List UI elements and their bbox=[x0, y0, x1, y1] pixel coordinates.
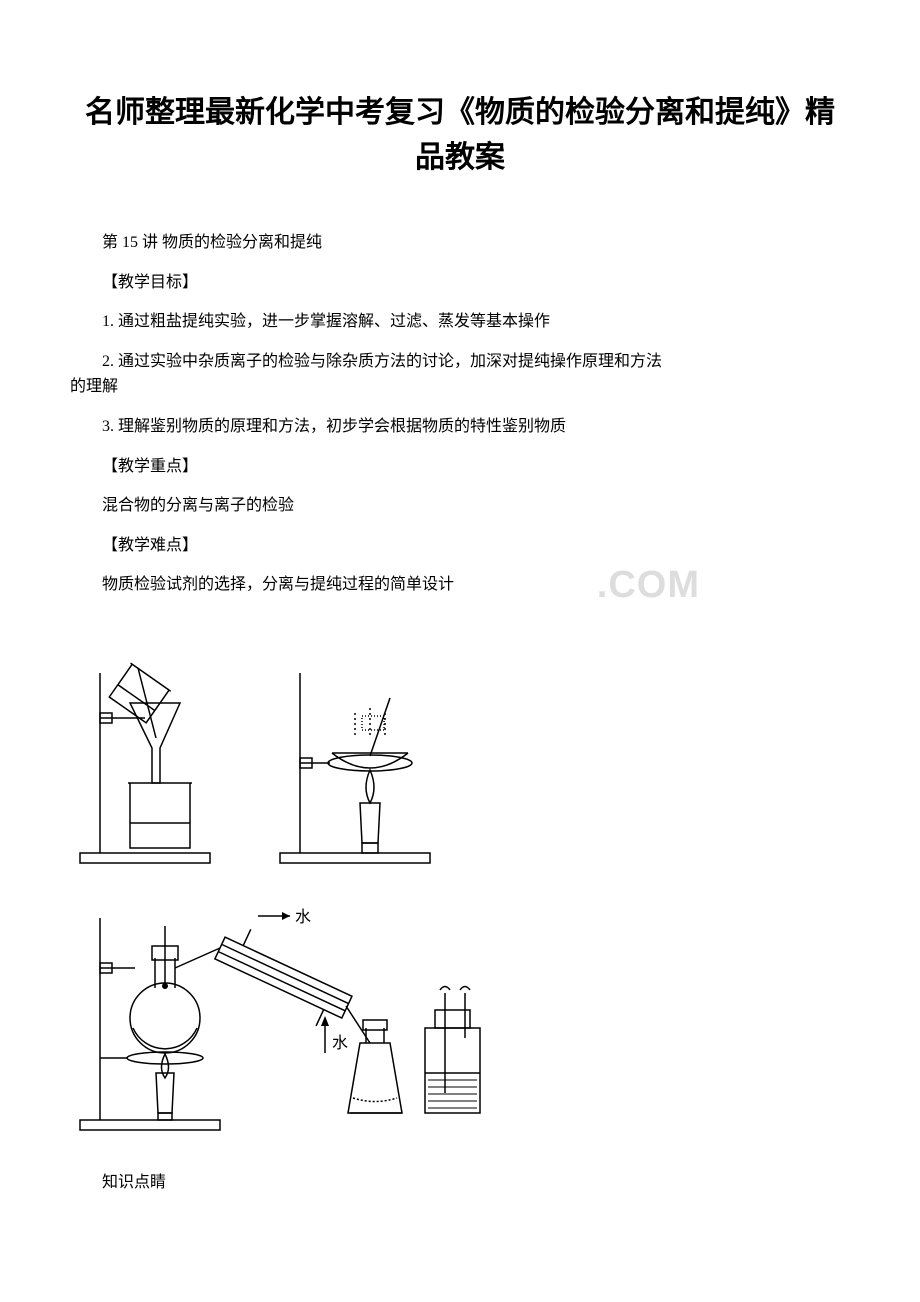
figure-row-2: 水 水 bbox=[70, 898, 850, 1138]
figure-row-1 bbox=[70, 658, 850, 868]
document-page: 名师整理最新化学中考复习《物质的检验分离和提纯》精 品教案 第 15 讲 物质的… bbox=[0, 0, 920, 1248]
title-line-1: 名师整理最新化学中考复习《物质的检验分离和提纯》精 bbox=[85, 96, 835, 129]
filtration-diagram-icon bbox=[70, 658, 240, 868]
title-line-2: 品教案 bbox=[415, 141, 505, 174]
figure-caption: 知识点睛 bbox=[70, 1168, 850, 1192]
key-heading: 【教学重点】 bbox=[70, 454, 850, 480]
hard-heading: 【教学难点】 bbox=[70, 533, 850, 559]
hard-text-row: 物质检验试剂的选择，分离与提纯过程的简单设计 .COM bbox=[70, 572, 850, 598]
key-text: 混合物的分离与离子的检验 bbox=[70, 493, 850, 519]
goal-item-2b: 的理解 bbox=[70, 374, 850, 400]
water-out-label: 水 bbox=[295, 908, 311, 926]
goal-item-3: 3. 理解鉴别物质的原理和方法，初步学会根据物质的特性鉴别物质 bbox=[70, 414, 850, 440]
distillation-diagram-icon: 水 水 bbox=[70, 898, 500, 1138]
document-title: 名师整理最新化学中考复习《物质的检验分离和提纯》精 品教案 bbox=[70, 90, 850, 180]
water-in-label: 水 bbox=[332, 1034, 348, 1052]
lecture-subtitle: 第 15 讲 物质的检验分离和提纯 bbox=[70, 230, 850, 256]
goal-item-1: 1. 通过粗盐提纯实验，进一步掌握溶解、过滤、蒸发等基本操作 bbox=[70, 309, 850, 335]
hard-text: 物质检验试剂的选择，分离与提纯过程的简单设计 bbox=[70, 572, 850, 598]
goal-item-2a: 2. 通过实验中杂质离子的检验与除杂质方法的讨论，加深对提纯操作原理和方法 bbox=[70, 349, 850, 375]
evaporation-diagram-icon bbox=[270, 658, 450, 868]
figures-block: 水 水 bbox=[70, 658, 850, 1192]
goal-heading: 【教学目标】 bbox=[70, 270, 850, 296]
